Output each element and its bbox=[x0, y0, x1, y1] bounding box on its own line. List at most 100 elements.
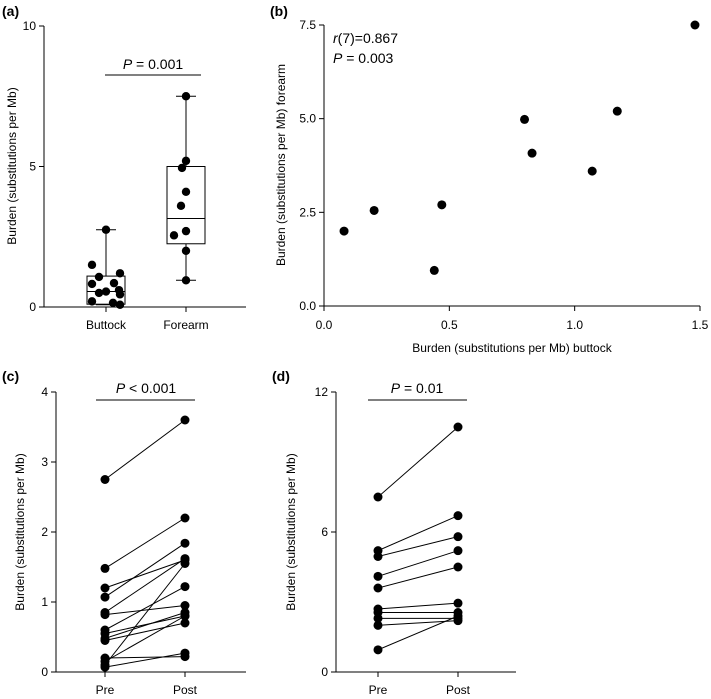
data-point bbox=[169, 231, 179, 240]
paired-line bbox=[377, 566, 459, 589]
x-tick-label-post-c: Post bbox=[173, 683, 198, 697]
x-axis-title-b: Burden (substitutions per Mb) buttock bbox=[412, 341, 612, 355]
data-point bbox=[177, 163, 187, 173]
post-point bbox=[180, 415, 190, 425]
scatter-point bbox=[587, 166, 597, 176]
post-point bbox=[180, 648, 190, 658]
paired-line bbox=[377, 536, 459, 557]
data-point bbox=[108, 298, 118, 307]
p-value-a: P = 0.001 bbox=[123, 56, 184, 72]
data-point bbox=[101, 287, 111, 296]
paired-line bbox=[377, 615, 459, 651]
panel-b: (b) Burden (substitutions per Mb) forear… bbox=[270, 3, 709, 355]
paired-line bbox=[104, 615, 186, 662]
paired-line bbox=[377, 426, 459, 498]
post-point bbox=[180, 513, 190, 523]
post-point bbox=[453, 532, 463, 542]
data-point bbox=[181, 187, 191, 196]
post-point bbox=[453, 511, 463, 521]
paired-line bbox=[104, 542, 186, 598]
post-point bbox=[180, 601, 190, 610]
y-tick-label: 5 bbox=[29, 160, 36, 174]
panel-label-d: (d) bbox=[272, 368, 290, 384]
data-point bbox=[87, 297, 97, 306]
x-tick-label: 0.5 bbox=[441, 318, 458, 332]
data-point bbox=[87, 279, 97, 289]
pre-point bbox=[100, 610, 110, 620]
y-tick-label: 0 bbox=[29, 300, 36, 314]
paired-line bbox=[104, 558, 186, 613]
data-point bbox=[115, 300, 125, 309]
paired-line bbox=[104, 656, 186, 659]
data-point bbox=[181, 92, 191, 101]
pre-point bbox=[100, 636, 110, 645]
scatter-point bbox=[527, 148, 537, 158]
pre-point bbox=[373, 645, 383, 655]
data-point bbox=[115, 269, 125, 278]
y-axis-title-d: Burden (substitutions per Mb) bbox=[284, 453, 298, 610]
scatter-point bbox=[437, 200, 447, 210]
y-axis-title-c: Burden (substitutions per Mb) bbox=[13, 453, 27, 610]
pre-point bbox=[100, 662, 110, 672]
x-tick-label-forearm: Forearm bbox=[163, 318, 208, 332]
y-tick-label: 2.5 bbox=[299, 205, 316, 219]
panel-label-b: (b) bbox=[270, 3, 288, 19]
post-point bbox=[453, 611, 463, 621]
paired-line bbox=[377, 602, 459, 610]
data-point bbox=[181, 246, 191, 255]
y-tick-label: 3 bbox=[41, 455, 48, 469]
data-point bbox=[94, 288, 104, 298]
scatter-point bbox=[339, 226, 349, 236]
scatter-point bbox=[369, 205, 379, 215]
correlation-label-b: r(7)=0.867 bbox=[333, 30, 398, 46]
y-tick-label: 6 bbox=[321, 525, 328, 539]
y-tick-label: 0 bbox=[41, 665, 48, 679]
paired-line bbox=[104, 419, 186, 480]
post-point bbox=[453, 562, 463, 572]
y-tick-label: 0.0 bbox=[299, 299, 316, 313]
pre-point bbox=[100, 475, 110, 484]
post-point bbox=[180, 559, 190, 568]
paired-line bbox=[104, 586, 186, 631]
scatter-point bbox=[612, 106, 622, 116]
p-value-b: P = 0.003 bbox=[333, 50, 394, 66]
panel-c: (c) Burden (substitutions per Mb) Pre Po… bbox=[2, 368, 246, 697]
paired-line bbox=[377, 515, 459, 552]
post-point bbox=[180, 538, 190, 548]
y-tick-label: 4 bbox=[41, 385, 48, 399]
pre-point bbox=[373, 571, 383, 581]
panel-label-c: (c) bbox=[2, 368, 19, 384]
pre-point bbox=[373, 620, 383, 630]
post-point bbox=[453, 422, 463, 432]
p-value-c: P < 0.001 bbox=[116, 380, 177, 396]
post-point bbox=[180, 618, 190, 628]
paired-line bbox=[104, 615, 186, 634]
y-axis-title-a: Burden (substitutions per Mb) bbox=[5, 87, 19, 244]
x-tick-label-pre-d: Pre bbox=[369, 683, 388, 697]
p-value-d: P = 0.01 bbox=[391, 380, 444, 396]
y-tick-label: 5.0 bbox=[299, 112, 316, 126]
scatter-point bbox=[429, 265, 439, 275]
pre-point bbox=[100, 592, 110, 602]
paired-line bbox=[104, 559, 186, 589]
scatter-point bbox=[690, 20, 700, 30]
paired-line bbox=[104, 652, 186, 668]
data-point bbox=[181, 276, 191, 285]
data-point bbox=[109, 278, 119, 288]
y-tick-label: 2 bbox=[41, 525, 48, 539]
pre-point bbox=[100, 563, 110, 573]
data-point bbox=[181, 226, 191, 236]
x-tick-label-buttock: Buttock bbox=[86, 318, 127, 332]
post-point bbox=[180, 611, 190, 621]
panel-label-a: (a) bbox=[2, 3, 19, 19]
paired-line bbox=[104, 517, 186, 569]
post-point bbox=[180, 582, 190, 592]
y-tick-label: 0 bbox=[321, 665, 328, 679]
data-point bbox=[176, 201, 186, 211]
x-tick-label: 0.0 bbox=[316, 318, 333, 332]
y-tick-label: 7.5 bbox=[299, 18, 316, 32]
post-point bbox=[453, 598, 463, 608]
paired-line bbox=[377, 550, 459, 577]
y-axis-title-b: Burden (substitutions per Mb) forearm bbox=[274, 64, 288, 266]
